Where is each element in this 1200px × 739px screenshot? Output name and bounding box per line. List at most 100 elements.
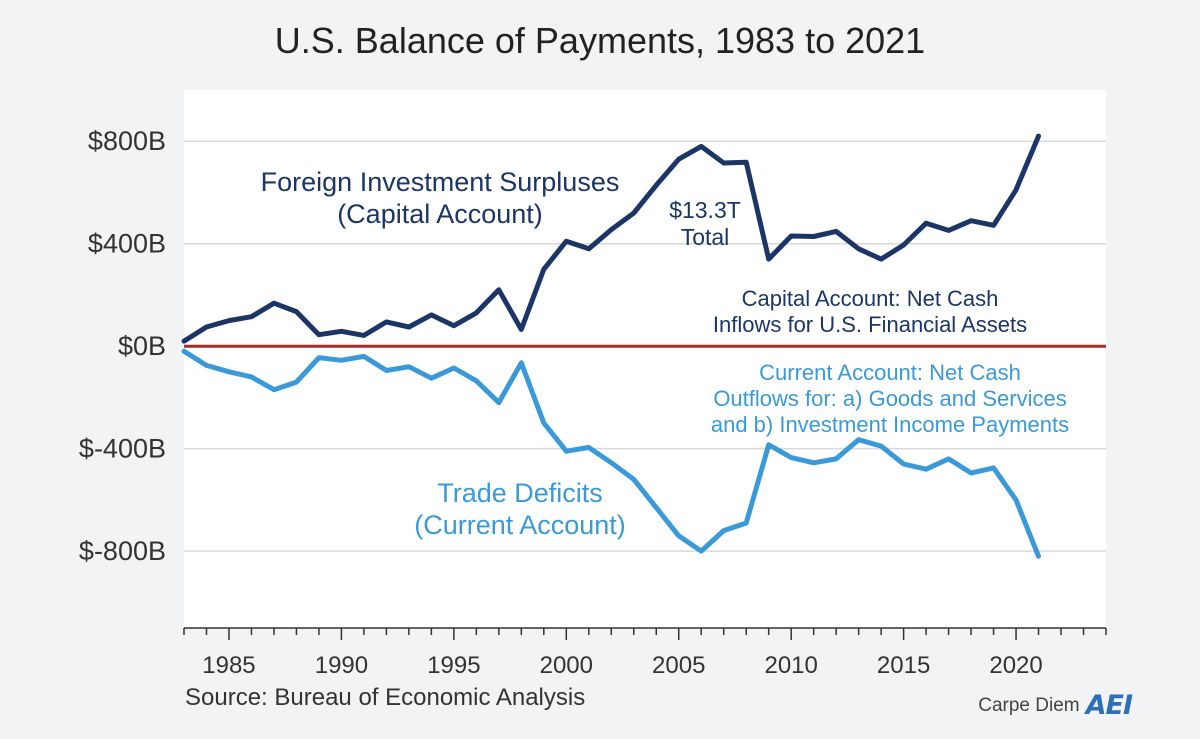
current-desc-line-2: Outflows for: a) Goods and Services — [713, 385, 1067, 411]
data-point — [294, 380, 299, 385]
data-point — [924, 467, 929, 472]
current-account-description: Current Account: Net Cash Outflows for: … — [680, 360, 1100, 438]
data-point — [924, 221, 929, 226]
data-point — [361, 354, 366, 359]
data-point — [182, 349, 186, 354]
data-point — [789, 234, 794, 239]
x-axis: 1985 1990 1995 2000 2005 2010 2015 2020 — [183, 627, 1107, 679]
data-point — [586, 246, 591, 251]
data-point — [316, 332, 321, 337]
trade-deficit-label: Trade Deficits (Current Account) — [360, 478, 680, 542]
y-tick-label: $-400B — [79, 434, 166, 464]
y-tick-label: $400B — [88, 229, 166, 259]
data-point — [541, 267, 546, 272]
capital-account-label: Foreign Investment Surpluses (Capital Ac… — [200, 167, 680, 231]
data-point — [654, 505, 659, 510]
data-point — [204, 324, 209, 329]
data-point — [564, 449, 569, 454]
data-point — [766, 442, 771, 447]
data-point — [451, 323, 456, 328]
data-point — [834, 229, 839, 234]
data-point — [609, 227, 614, 232]
x-tick-label: 2005 — [652, 652, 705, 679]
data-point — [901, 462, 906, 467]
data-point — [496, 287, 501, 292]
brand-block: Carpe Diem AEI — [978, 690, 1133, 721]
trade-label-line-1: Trade Deficits — [437, 478, 603, 508]
data-point — [249, 374, 254, 379]
x-tick-label: 1995 — [427, 652, 480, 679]
x-tick-label: 2015 — [877, 652, 930, 679]
data-point — [789, 455, 794, 460]
data-point — [631, 477, 636, 482]
data-point — [271, 301, 276, 306]
data-point — [699, 549, 704, 554]
data-point — [766, 257, 771, 262]
series-lines — [181, 133, 1041, 559]
data-point — [339, 358, 344, 363]
source-note: Source: Bureau of Economic Analysis — [185, 684, 586, 711]
data-point — [879, 444, 884, 449]
data-point — [339, 329, 344, 334]
data-point — [249, 314, 254, 319]
data-point — [564, 239, 569, 244]
data-point — [1036, 134, 1041, 139]
data-point — [406, 364, 411, 369]
total-annotation-line-2: Total — [680, 224, 730, 251]
data-point — [519, 360, 524, 365]
data-point — [541, 421, 546, 426]
data-point — [474, 310, 479, 315]
data-point — [384, 319, 389, 324]
total-annotation: $13.3T Total — [645, 197, 765, 251]
data-point — [451, 365, 456, 370]
data-point — [834, 456, 839, 461]
data-point — [721, 528, 726, 533]
data-point — [1014, 497, 1019, 502]
x-tick-label: 2010 — [764, 652, 817, 679]
data-point — [699, 144, 704, 149]
data-point — [429, 376, 434, 381]
data-point — [744, 520, 749, 525]
y-tick-label: $0B — [118, 331, 166, 361]
data-point — [271, 387, 276, 392]
current-desc-line-3: and b) Investment Income Payments — [710, 411, 1070, 437]
data-point — [946, 456, 951, 461]
chart-title: U.S. Balance of Payments, 1983 to 2021 — [274, 20, 926, 61]
total-annotation-line-1: $13.3T — [669, 197, 741, 223]
data-point — [991, 465, 996, 470]
data-point — [361, 333, 366, 338]
x-tick-label: 2000 — [540, 652, 593, 679]
y-tick-label: $800B — [88, 126, 166, 156]
data-point — [676, 157, 681, 162]
data-point — [1036, 554, 1041, 559]
data-point — [969, 218, 974, 223]
data-point — [429, 312, 434, 317]
data-point — [856, 246, 861, 251]
data-point — [901, 242, 906, 247]
y-axis: $800B $400B $0B $-400B $-800B — [79, 126, 166, 566]
capital-account-description: Capital Account: Net Cash Inflows for U.… — [640, 286, 1100, 338]
x-tick-label: 1990 — [315, 652, 368, 679]
data-point — [721, 161, 726, 166]
data-point — [1014, 187, 1019, 192]
data-point — [496, 400, 501, 405]
data-point — [519, 327, 524, 332]
data-point — [609, 460, 614, 465]
x-tick-label: 1985 — [202, 652, 255, 679]
data-point — [586, 445, 591, 450]
data-point — [474, 378, 479, 383]
data-point — [226, 318, 231, 323]
data-point — [204, 363, 209, 368]
data-point — [384, 368, 389, 373]
aei-logo-icon: AEI — [1085, 690, 1133, 721]
data-point — [969, 471, 974, 476]
data-point — [879, 257, 884, 262]
brand-text: Carpe Diem — [978, 694, 1080, 716]
data-point — [294, 309, 299, 314]
data-point — [182, 339, 186, 344]
data-point — [811, 234, 816, 239]
capital-desc-line-2: Inflows for U.S. Financial Assets — [712, 311, 1028, 337]
data-point — [856, 437, 861, 442]
data-point — [654, 183, 659, 188]
